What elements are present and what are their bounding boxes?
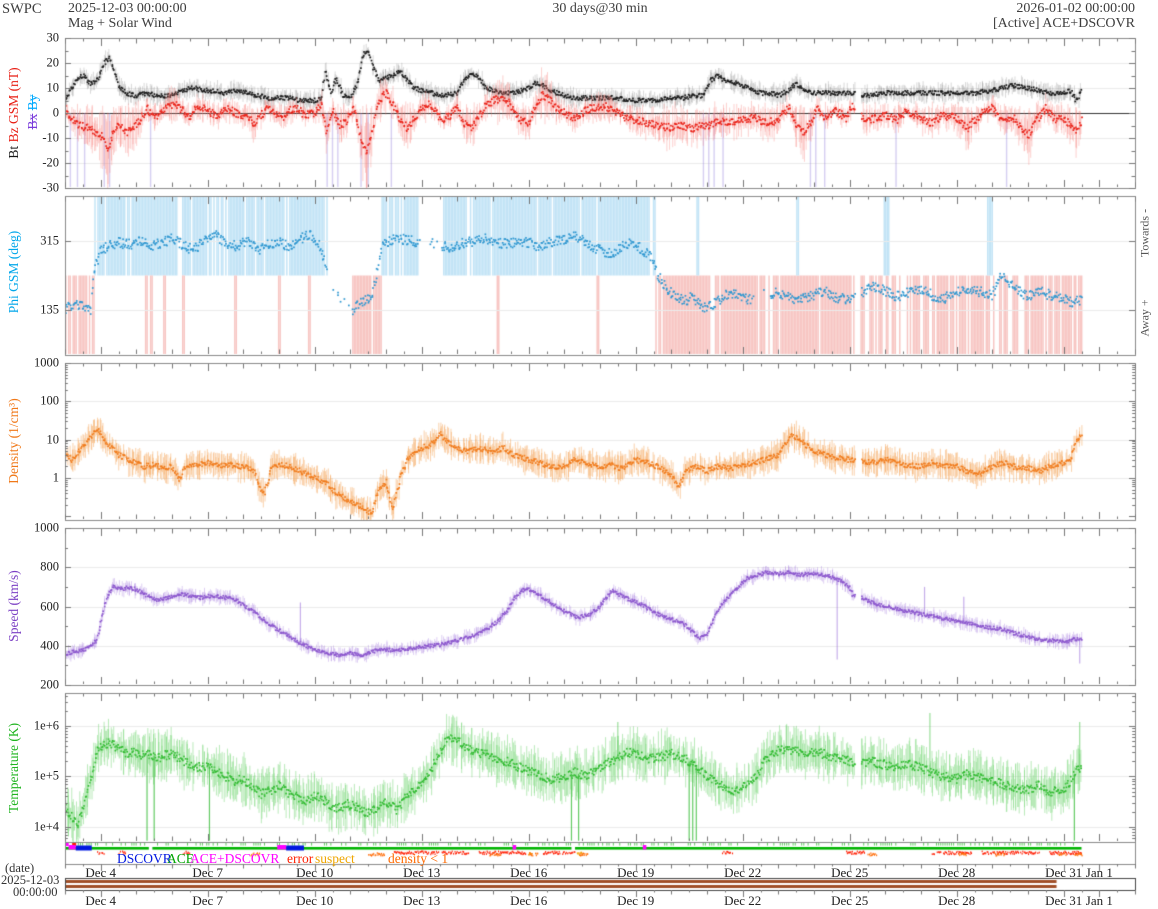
- slider-date-tick-label: Dec 31: [1045, 892, 1083, 908]
- date-tick-label: Dec 22: [724, 864, 762, 880]
- window-start-time: 2025-12-03 00:00:00: [68, 1, 187, 16]
- axis-start-date: 2025-12-03: [1, 873, 60, 887]
- y-tick-label: 600: [40, 599, 59, 613]
- y-tick-label: 1e+5: [33, 768, 59, 783]
- date-tick-label: Dec 25: [831, 864, 869, 880]
- slider-date-tick-label: Dec 13: [403, 892, 441, 908]
- y-tick-label: 100: [40, 393, 59, 408]
- y-tick-label: 1e+6: [33, 718, 59, 733]
- date-tick-label: Dec 4: [85, 864, 116, 880]
- slider-date-tick-label: Dec 16: [510, 892, 548, 908]
- y-tick-label: 0: [52, 105, 59, 120]
- slider-date-tick-label: Dec 19: [617, 892, 655, 908]
- data-source-mode: [Active] ACE+DSCOVR: [992, 16, 1135, 31]
- slider-date-tick-label: Dec 10: [296, 892, 334, 908]
- slider-date-tick-label: Dec 28: [938, 892, 976, 908]
- date-tick-label: Dec 13: [403, 864, 441, 880]
- legend-item-suspect: suspect: [315, 851, 355, 866]
- legend-item-error: error: [287, 851, 314, 866]
- y-tick-label: 315: [40, 233, 59, 248]
- y-tick-label: 400: [40, 638, 59, 653]
- slider-date-tick-label: Dec 25: [831, 892, 869, 908]
- window-end-time: 2026-01-02 00:00:00: [1016, 1, 1135, 16]
- cadence-label: 30 days@30 min: [552, 1, 648, 16]
- time-range-slider[interactable]: [65, 877, 1135, 891]
- slider-date-tick-label: Dec 4: [85, 892, 116, 908]
- axis-start-clock: 00:00:00: [13, 885, 58, 899]
- slider-date-tick-label: Jan 1: [1085, 892, 1113, 908]
- brand-label: SWPC: [2, 1, 42, 17]
- y-tick-label: 135: [40, 302, 59, 317]
- y-tick-label: 10: [46, 432, 60, 447]
- y-tick-label: 1000: [34, 520, 59, 535]
- sector-away-label: Away +: [1137, 299, 1152, 337]
- y-tick-label: 20: [46, 55, 60, 70]
- sector-towards-label: Towards -: [1137, 208, 1152, 258]
- legend-item-ace-dscovr: ACE+DSCOVR: [190, 851, 280, 866]
- y-tick-label: 1: [52, 470, 59, 485]
- y-tick-label: 1e+4: [33, 819, 59, 834]
- date-tick-label: Dec 31: [1045, 864, 1083, 880]
- slider-date-tick-label: Dec 7: [192, 892, 223, 908]
- plot-title: Mag + Solar Wind: [68, 16, 172, 31]
- y-tick-label: 30: [46, 30, 60, 45]
- date-tick-label: Dec 7: [192, 864, 223, 880]
- date-axis-caption: (date): [5, 861, 35, 875]
- y-tick-label: 1000: [34, 355, 59, 370]
- date-tick-label: Dec 16: [510, 864, 548, 880]
- date-tick-label: Jan 1: [1085, 864, 1113, 880]
- y-tick-label: -20: [42, 155, 59, 170]
- y-tick-label: 10: [46, 80, 60, 95]
- legend-item-ace: ACE: [167, 851, 194, 866]
- y-tick-label: 200: [40, 677, 59, 692]
- y-tick-label: 800: [40, 559, 59, 574]
- date-tick-label: Dec 19: [617, 864, 655, 880]
- date-tick-label: Dec 10: [296, 864, 334, 880]
- slider-date-tick-label: Dec 22: [724, 892, 762, 908]
- date-tick-label: Dec 28: [938, 864, 976, 880]
- y-tick-label: -10: [42, 130, 59, 145]
- legend-item-density-1: density < 1: [388, 851, 449, 866]
- legend-item-dscovr: DSCOVR: [117, 851, 172, 866]
- y-tick-label: -30: [42, 180, 59, 195]
